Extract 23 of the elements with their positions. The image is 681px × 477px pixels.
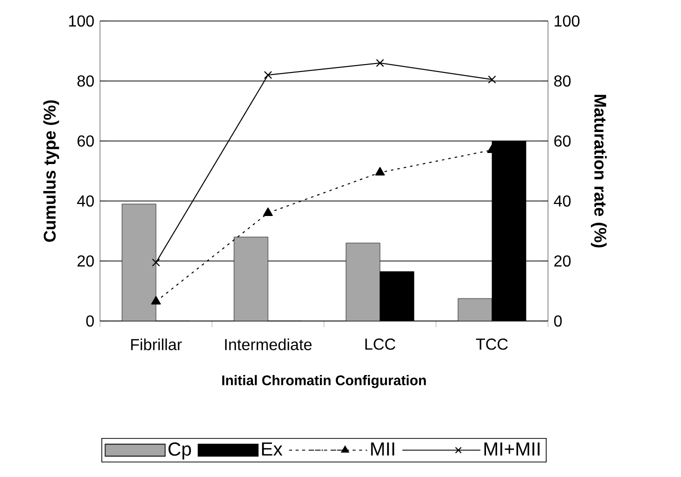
x-axis-title: Initial Chromatin Configuration <box>222 375 426 388</box>
y-axis-title: Cumulus type (%) <box>43 100 60 242</box>
x-tick-label: LCC <box>365 338 396 350</box>
y-tick-label: 40 <box>77 195 94 207</box>
x-tick-label: Fibrillar <box>131 338 182 350</box>
y2-tick-label: 40 <box>554 195 571 207</box>
y2-tick-label: 20 <box>554 255 571 267</box>
y2-tick-label: 0 <box>554 315 562 327</box>
y-tick-label: 80 <box>77 75 94 87</box>
y-tick-label: 0 <box>86 315 94 327</box>
legend-label: MI+MII <box>484 442 540 456</box>
y-tick-label: 60 <box>78 135 94 147</box>
y2-tick-label: 60 <box>554 135 571 147</box>
x-tick-label: TCC <box>476 338 508 350</box>
legend-label: Cp <box>168 442 191 460</box>
y-tick-label: 100 <box>69 15 94 27</box>
legend-label: MII <box>371 442 394 456</box>
y2-axis-title: Maturation rate (%) <box>590 94 607 248</box>
y-tick-label: 20 <box>78 255 94 267</box>
y2-tick-label: 100 <box>554 15 580 27</box>
y2-tick-label: 80 <box>554 75 571 87</box>
legend-label: Ex <box>262 442 282 456</box>
x-tick-label: Intermediate <box>225 338 312 350</box>
